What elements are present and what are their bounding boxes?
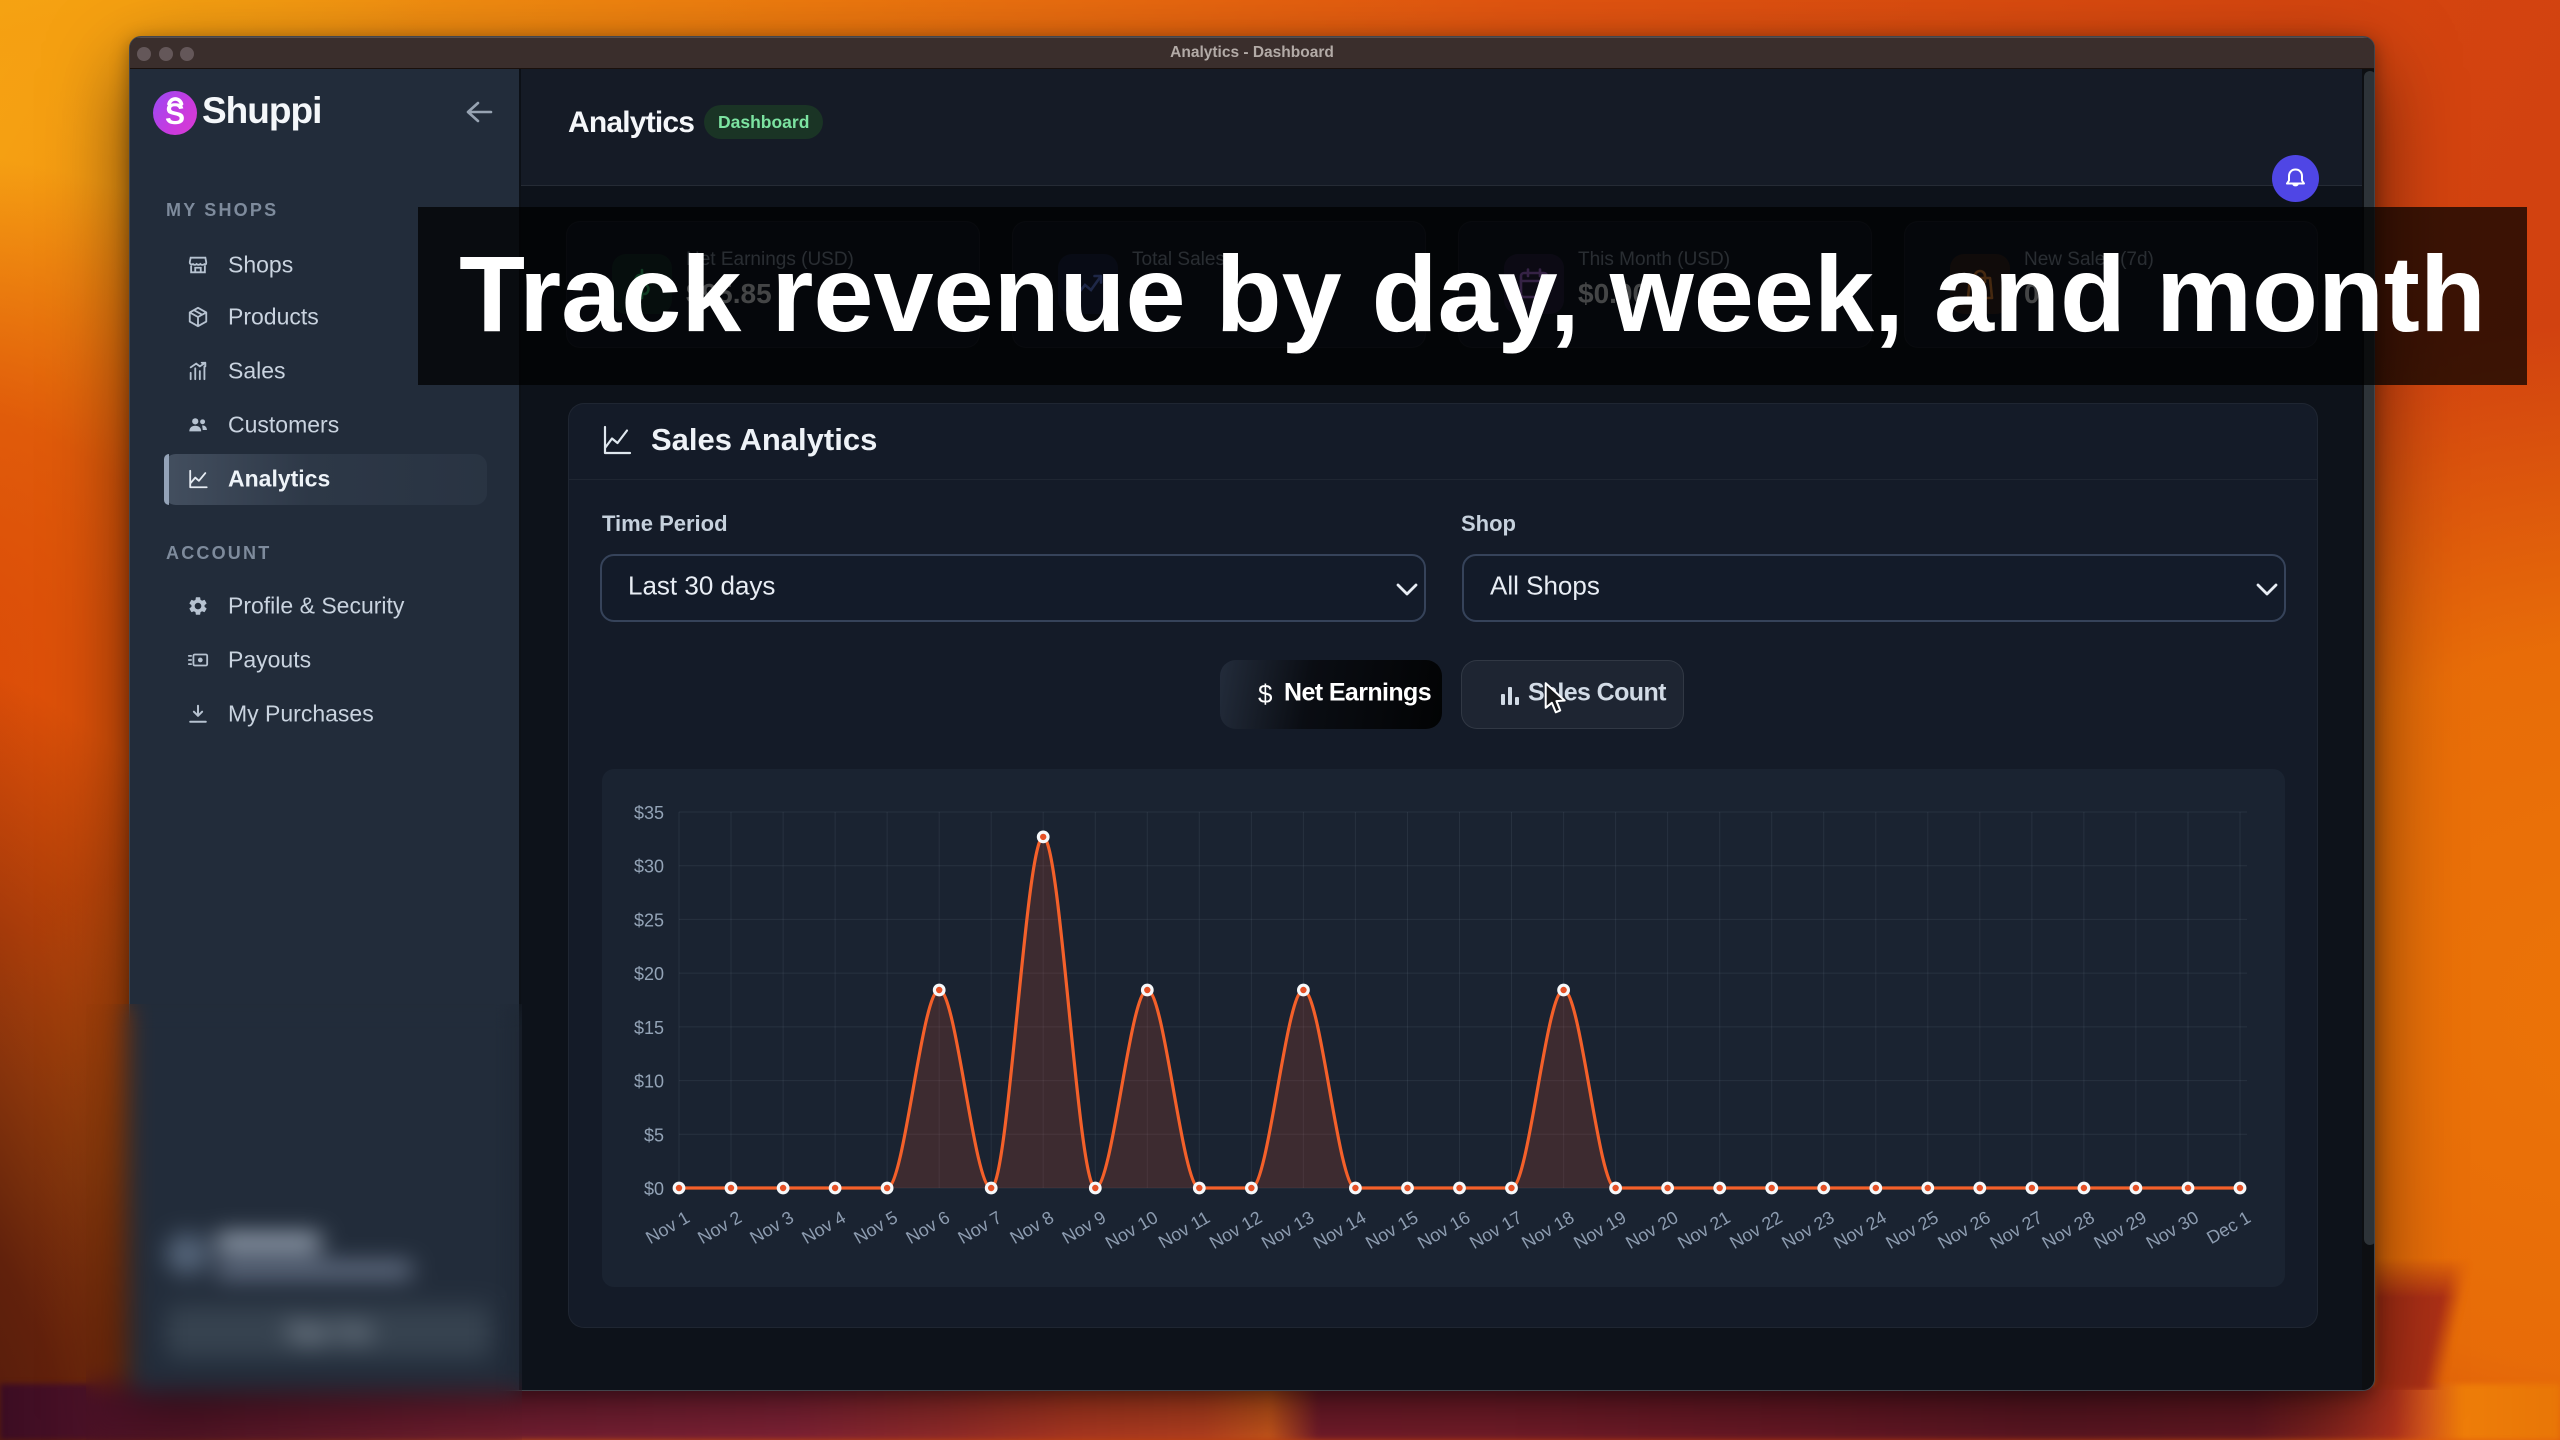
svg-text:Nov 22: Nov 22 bbox=[1726, 1207, 1785, 1253]
svg-text:$15: $15 bbox=[634, 1018, 664, 1038]
svg-text:Nov 1: Nov 1 bbox=[642, 1207, 693, 1248]
svg-text:Nov 25: Nov 25 bbox=[1882, 1207, 1941, 1253]
svg-text:Nov 5: Nov 5 bbox=[850, 1207, 901, 1248]
svg-text:Nov 29: Nov 29 bbox=[2090, 1207, 2149, 1253]
svg-text:Nov 13: Nov 13 bbox=[1258, 1207, 1317, 1253]
svg-text:Nov 17: Nov 17 bbox=[1466, 1207, 1525, 1253]
svg-text:Nov 12: Nov 12 bbox=[1206, 1207, 1265, 1253]
svg-text:Nov 26: Nov 26 bbox=[1934, 1207, 1993, 1253]
svg-text:Nov 10: Nov 10 bbox=[1102, 1207, 1161, 1253]
svg-text:Nov 3: Nov 3 bbox=[746, 1207, 797, 1248]
svg-text:Nov 8: Nov 8 bbox=[1006, 1207, 1057, 1248]
svg-text:$30: $30 bbox=[634, 857, 664, 877]
svg-text:Nov 24: Nov 24 bbox=[1830, 1207, 1889, 1253]
svg-text:Nov 9: Nov 9 bbox=[1059, 1207, 1110, 1248]
svg-text:$0: $0 bbox=[644, 1179, 664, 1199]
svg-text:$10: $10 bbox=[634, 1072, 664, 1092]
svg-text:Nov 20: Nov 20 bbox=[1622, 1207, 1681, 1253]
svg-text:Nov 30: Nov 30 bbox=[2143, 1207, 2202, 1253]
svg-text:Nov 18: Nov 18 bbox=[1518, 1207, 1577, 1253]
svg-text:S: S bbox=[165, 98, 185, 131]
svg-text:Nov 19: Nov 19 bbox=[1570, 1207, 1629, 1253]
svg-text:Nov 14: Nov 14 bbox=[1310, 1207, 1369, 1253]
svg-text:Nov 7: Nov 7 bbox=[954, 1207, 1005, 1248]
svg-text:$25: $25 bbox=[634, 910, 664, 930]
svg-text:Nov 21: Nov 21 bbox=[1674, 1207, 1733, 1253]
svg-text:Nov 2: Nov 2 bbox=[694, 1207, 745, 1248]
svg-text:$35: $35 bbox=[634, 803, 664, 823]
svg-text:Nov 23: Nov 23 bbox=[1778, 1207, 1837, 1253]
svg-text:Nov 6: Nov 6 bbox=[902, 1207, 953, 1248]
svg-text:Nov 27: Nov 27 bbox=[1986, 1207, 2045, 1253]
svg-text:Nov 16: Nov 16 bbox=[1414, 1207, 1473, 1253]
svg-text:Nov 4: Nov 4 bbox=[798, 1207, 849, 1248]
svg-text:$5: $5 bbox=[644, 1125, 664, 1145]
svg-text:Nov 15: Nov 15 bbox=[1362, 1207, 1421, 1253]
svg-text:Dec 1: Dec 1 bbox=[2203, 1207, 2254, 1248]
svg-text:Nov 28: Nov 28 bbox=[2038, 1207, 2097, 1253]
svg-text:Nov 11: Nov 11 bbox=[1155, 1207, 1213, 1252]
svg-text:$20: $20 bbox=[634, 964, 664, 984]
